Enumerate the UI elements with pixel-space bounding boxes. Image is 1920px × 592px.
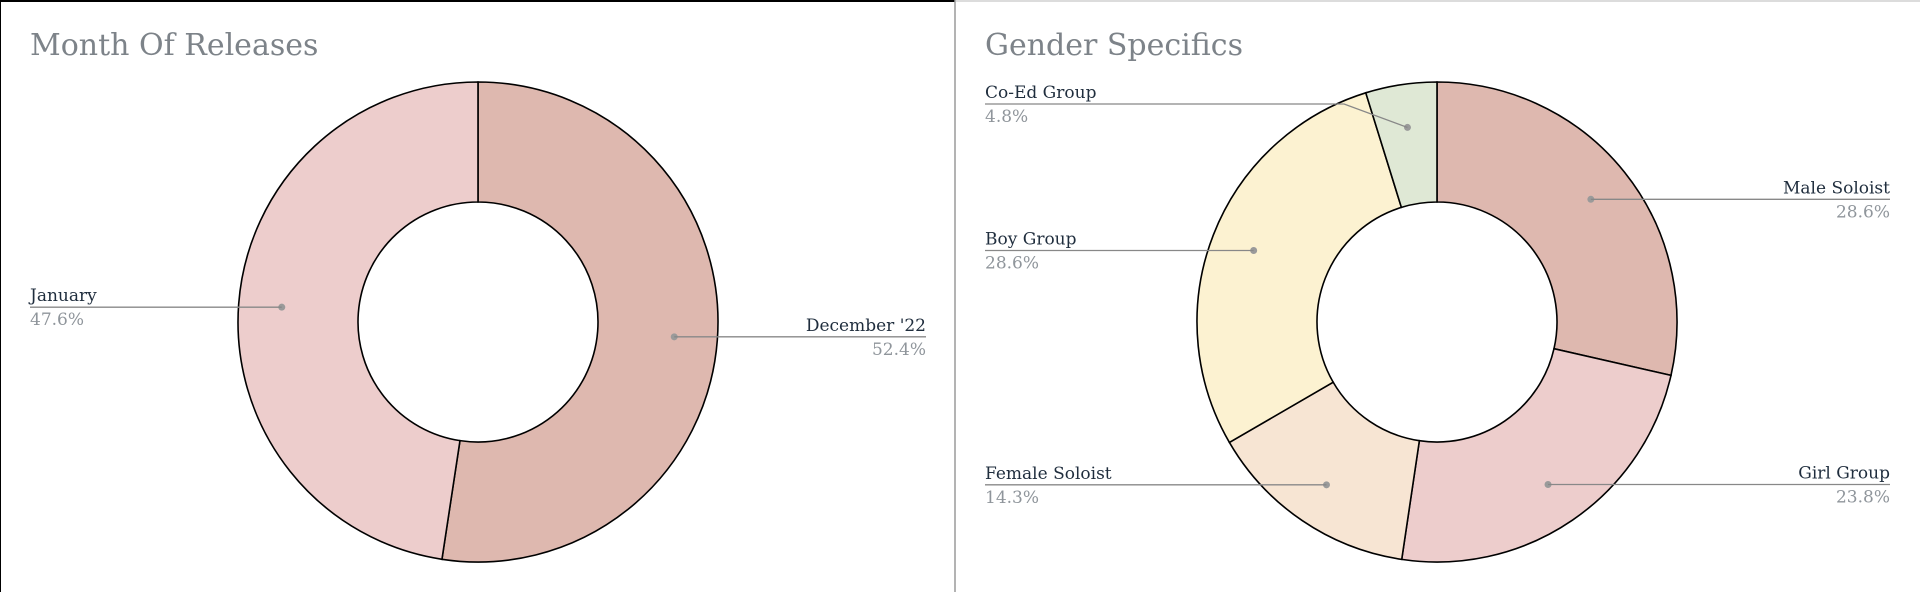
- leader-line-co-ed-group: [985, 103, 1408, 129]
- slice-january[interactable]: [237, 81, 479, 561]
- chart-title: Month Of Releases: [30, 28, 318, 63]
- percent-january: 47.6%: [30, 310, 84, 330]
- slice-co-ed-group[interactable]: [1364, 81, 1438, 209]
- label-co-ed-group: Co-Ed Group: [985, 83, 1097, 103]
- label-boy-group: Boy Group: [985, 229, 1077, 249]
- label-male-soloist: Male Soloist: [1783, 178, 1890, 198]
- slice-female-soloist[interactable]: [1228, 381, 1421, 561]
- percent-co-ed-group: 4.8%: [985, 107, 1028, 127]
- month-of-releases-chart: Month Of Releases December '22 52.4% Janua…: [28, 28, 926, 563]
- slice-girl-group[interactable]: [1400, 347, 1672, 563]
- leader-dot-co-ed-group: [1403, 123, 1411, 131]
- percent-male-soloist: 28.6%: [1836, 202, 1890, 222]
- slice-male-soloist[interactable]: [1436, 81, 1678, 377]
- percent-boy-group: 28.6%: [985, 253, 1039, 273]
- label-january: January: [28, 286, 97, 306]
- percent-girl-group: 23.8%: [1836, 487, 1890, 507]
- label-girl-group: Girl Group: [1798, 463, 1890, 483]
- label-female-soloist: Female Soloist: [985, 464, 1112, 484]
- chart-title: Gender Specifics: [985, 28, 1243, 63]
- percent-december-22: 52.4%: [872, 340, 926, 360]
- label-december-22: December '22: [806, 316, 926, 336]
- slice-boy-group[interactable]: [1196, 91, 1403, 444]
- percent-female-soloist: 14.3%: [985, 488, 1039, 508]
- gender-specifics-chart: Gender Specifics Male Soloist 28.6% Girl G…: [985, 28, 1890, 563]
- slice-december-22[interactable]: [441, 81, 719, 563]
